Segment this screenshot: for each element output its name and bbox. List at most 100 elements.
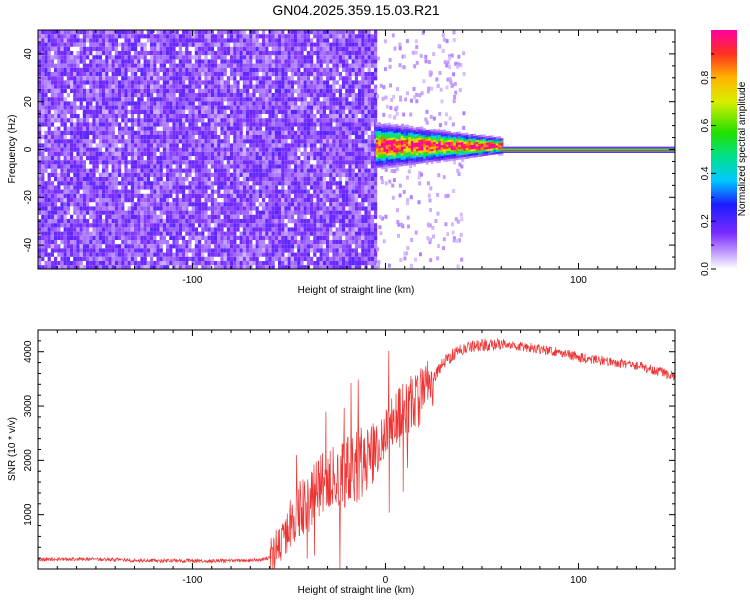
noise-cell — [191, 256, 195, 261]
noise-cell — [82, 55, 86, 60]
noise-cell — [41, 168, 45, 173]
noise-cell — [300, 240, 304, 245]
noise-cell — [130, 55, 134, 60]
noise-cell — [217, 105, 221, 110]
noise-cell — [271, 160, 275, 165]
noise-cell — [70, 181, 74, 186]
noise-cell — [111, 118, 115, 123]
noise-cell — [102, 59, 106, 64]
noise-cell — [290, 34, 294, 39]
noise-cell — [178, 84, 182, 89]
noise-cell — [182, 72, 186, 77]
noise-cell — [329, 164, 333, 169]
noise-cell — [95, 118, 99, 123]
noise-cell — [249, 164, 253, 169]
noise-cell — [226, 88, 230, 93]
noise-cell — [306, 42, 310, 47]
noise-cell — [166, 160, 170, 165]
noise-cell — [153, 97, 157, 102]
noise-cell — [82, 38, 86, 43]
noise-cell — [127, 147, 131, 152]
noise-cell — [255, 235, 259, 240]
noise-cell — [41, 88, 45, 93]
noise-cell — [41, 97, 45, 102]
noise-cell — [198, 105, 202, 110]
noise-cell — [63, 63, 67, 68]
noise-cell — [281, 122, 285, 127]
noise-cell — [319, 261, 323, 266]
noise-cell — [316, 193, 320, 198]
noise-cell — [223, 240, 227, 245]
noise-cell — [44, 198, 48, 203]
noise-cell — [278, 189, 282, 194]
noise-cell — [140, 219, 144, 224]
noise-cell — [201, 223, 205, 228]
noise-cell — [335, 151, 339, 156]
noise-cell — [268, 235, 272, 240]
noise-cell — [50, 210, 54, 215]
noise-cell — [102, 240, 106, 245]
noise-cell — [54, 248, 58, 253]
noise-cell — [44, 240, 48, 245]
noise-cell — [210, 101, 214, 106]
noise-cell — [127, 168, 131, 173]
noise-cell — [233, 135, 237, 140]
noise-cell — [86, 248, 90, 253]
noise-cell — [252, 67, 256, 72]
noise-cell — [134, 231, 138, 236]
noise-cell — [214, 59, 218, 64]
noise-cell — [239, 168, 243, 173]
noise-cell — [310, 130, 314, 135]
noise-cell — [258, 55, 262, 60]
noise-cell — [297, 244, 301, 249]
noise-cell — [66, 231, 70, 236]
noise-cell — [249, 76, 253, 81]
noise-cell — [172, 227, 176, 232]
noise-cell — [204, 206, 208, 211]
noise-cell — [54, 198, 58, 203]
noise-cell — [191, 214, 195, 219]
noise-cell — [172, 156, 176, 161]
noise-cell — [201, 97, 205, 102]
noise-cell — [156, 93, 160, 98]
noise-cell — [319, 235, 323, 240]
noise-cell — [246, 84, 250, 89]
noise-cell — [66, 185, 70, 190]
noise-cell — [146, 88, 150, 93]
noise-cell — [274, 177, 278, 182]
noise-cell — [223, 206, 227, 211]
noise-cell — [300, 214, 304, 219]
noise-cell — [297, 252, 301, 257]
noise-cell — [70, 114, 74, 119]
noise-cell — [198, 252, 202, 257]
noise-cell — [242, 84, 246, 89]
noise-cell — [89, 177, 93, 182]
noise-cell — [86, 252, 90, 257]
noise-cell — [182, 105, 186, 110]
noise-cell — [188, 80, 192, 85]
noise-cell — [278, 231, 282, 236]
noise-cell — [41, 202, 45, 207]
noise-cell — [124, 248, 128, 253]
noise-cell — [191, 160, 195, 165]
noise-cell — [124, 160, 128, 165]
noise-cell — [233, 189, 237, 194]
noise-cell — [159, 160, 163, 165]
noise-cell — [316, 135, 320, 140]
noise-cell — [303, 80, 307, 85]
noise-cell — [233, 185, 237, 190]
noise-cell — [316, 231, 320, 236]
noise-cell — [38, 126, 42, 131]
noise-cell — [134, 80, 138, 85]
noise-cell — [326, 193, 330, 198]
noise-cell — [242, 135, 246, 140]
noise-cell — [262, 189, 266, 194]
noise-cell — [178, 126, 182, 131]
noise-cell — [150, 210, 154, 215]
noise-cell — [220, 210, 224, 215]
noise-cell — [274, 256, 278, 261]
noise-cell — [50, 46, 54, 51]
noise-cell — [127, 240, 131, 245]
noise-cell — [207, 88, 211, 93]
noise-cell — [319, 181, 323, 186]
